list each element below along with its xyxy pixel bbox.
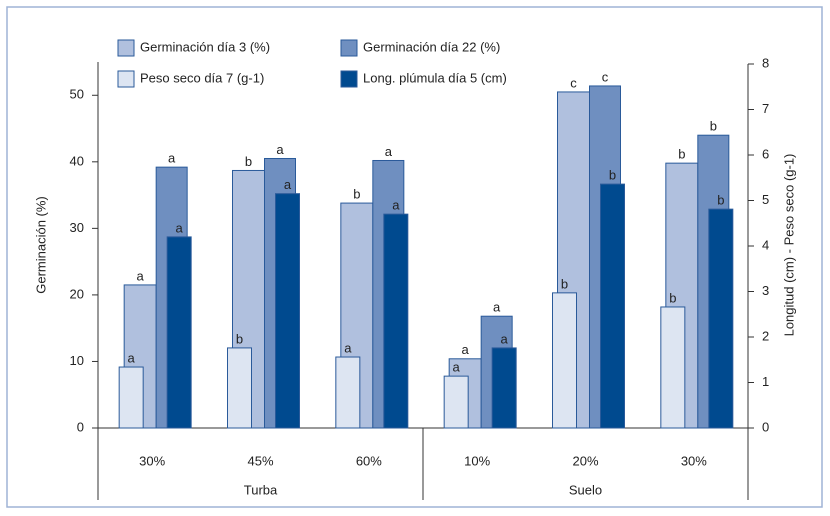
x-tick-label: 30% <box>681 453 707 468</box>
legend-swatch <box>117 70 135 88</box>
significance-label: a <box>284 177 292 192</box>
x-tick-label: 60% <box>356 453 382 468</box>
y2-tick-label: 5 <box>762 192 769 207</box>
significance-label: a <box>168 151 176 166</box>
significance-label: a <box>137 268 145 283</box>
significance-label: b <box>561 276 568 291</box>
y2-axis-title: Longitud (cm) - Peso seco (g-1) <box>781 154 796 337</box>
y2-tick-label: 2 <box>762 328 769 343</box>
significance-label: a <box>276 142 284 157</box>
y2-tick-label: 4 <box>762 237 769 252</box>
bar <box>166 236 192 429</box>
significance-label: a <box>385 144 393 159</box>
significance-label: c <box>602 69 609 84</box>
group-label: Suelo <box>569 482 602 497</box>
bar <box>443 375 469 429</box>
y2-tick-label: 3 <box>762 283 769 298</box>
legend-swatch <box>340 39 358 57</box>
significance-label: a <box>453 360 461 375</box>
significance-label: a <box>344 340 352 355</box>
x-tick-label: 45% <box>247 453 273 468</box>
group-label: Turba <box>244 482 278 497</box>
legend-label: Long. plúmula día 5 (cm) <box>363 70 507 85</box>
significance-label: b <box>710 119 717 134</box>
significance-label: b <box>609 168 616 183</box>
significance-label: a <box>501 331 509 346</box>
x-tick-label: 20% <box>572 453 598 468</box>
frame <box>6 6 823 508</box>
y2-tick-label: 7 <box>762 101 769 116</box>
significance-label: c <box>570 75 577 90</box>
significance-label: b <box>717 193 724 208</box>
y-tick-label: 10 <box>70 353 84 368</box>
y-tick-label: 20 <box>70 286 84 301</box>
significance-label: b <box>669 290 676 305</box>
significance-label: a <box>462 342 470 357</box>
legend-swatch <box>117 39 135 57</box>
bar <box>227 347 252 429</box>
x-tick-label: 10% <box>464 453 490 468</box>
x-tick-label: 30% <box>139 453 165 468</box>
bar <box>660 306 686 429</box>
significance-label: b <box>236 331 243 346</box>
bar <box>552 292 577 429</box>
y2-tick-label: 6 <box>762 146 769 161</box>
bar <box>600 183 625 429</box>
y-tick-label: 40 <box>70 153 84 168</box>
significance-label: a <box>128 350 136 365</box>
bar <box>383 213 409 429</box>
bar <box>335 356 361 429</box>
significance-label: b <box>678 147 685 162</box>
bar <box>708 208 734 429</box>
y-tick-label: 50 <box>70 87 84 102</box>
y2-tick-label: 1 <box>762 374 769 389</box>
y2-tick-label: 0 <box>762 419 769 434</box>
bar <box>118 366 144 429</box>
bar <box>491 347 517 429</box>
significance-label: a <box>176 220 184 235</box>
legend-label: Germinación día 22 (%) <box>363 39 500 54</box>
y-tick-label: 30 <box>70 220 84 235</box>
legend-swatch <box>340 70 358 88</box>
significance-label: a <box>493 300 501 315</box>
significance-label: b <box>353 187 360 202</box>
y-axis-title: Germinación (%) <box>33 196 48 294</box>
significance-label: a <box>392 198 400 213</box>
bar <box>275 193 300 429</box>
y-tick-label: 0 <box>77 419 84 434</box>
legend-label: Germinación día 3 (%) <box>140 39 270 54</box>
y2-tick-label: 8 <box>762 55 769 70</box>
legend-label: Peso seco día 7 (g-1) <box>140 70 264 85</box>
significance-label: b <box>245 154 252 169</box>
